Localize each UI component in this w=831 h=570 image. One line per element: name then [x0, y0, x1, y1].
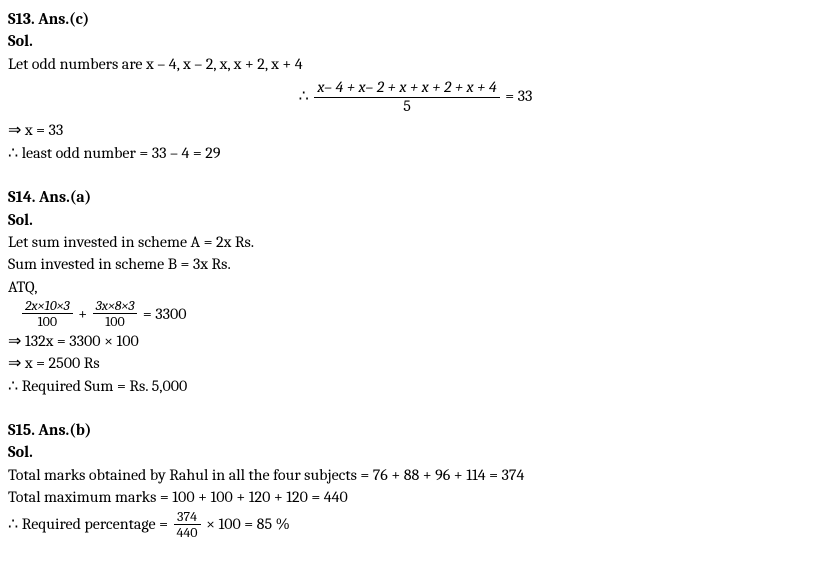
s14-frac1: 2x×10×3 100 [22, 298, 73, 330]
s13-line3: ∴ least odd number = 33 – 4 = 29 [8, 142, 823, 164]
s14-frac1-num: 2x×10×3 [25, 297, 70, 314]
s13-line1: Let odd numbers are x – 4, x – 2, x, x +… [8, 53, 823, 75]
s15-frac-den: 440 [174, 525, 201, 540]
s15-frac: 374 440 [174, 509, 201, 541]
s15-line3-suffix: × 100 = 85 % [206, 513, 290, 535]
s14-frac1-den: 100 [22, 314, 73, 329]
s13-equation: ∴ x– 4 + x– 2 + x + x + 2 + x + 4 5 = 33 [8, 79, 823, 115]
s13-eq-den: 5 [314, 98, 499, 116]
s14-frac2-den: 100 [93, 314, 138, 329]
s14-line6: ∴ Required Sum = Rs. 5,000 [8, 375, 823, 397]
s13-fraction: x– 4 + x– 2 + x + x + 2 + x + 4 5 [314, 79, 499, 115]
s14-frac2: 3x×8×3 100 [93, 298, 138, 330]
s14-sol-label: Sol. [8, 209, 823, 231]
s13-eq-prefix: ∴ [299, 87, 309, 105]
s14-frac2-num: 3x×8×3 [96, 297, 135, 314]
s14-line3: ATQ, [8, 276, 823, 298]
s14-equation: 2x×10×3 100 + 3x×8×3 100 = 3300 [8, 298, 823, 330]
solution-15: S15. Ans.(b) Sol. Total marks obtained b… [8, 419, 823, 540]
s15-header: S15. Ans.(b) [8, 419, 823, 441]
s14-line1: Let sum invested in scheme A = 2x Rs. [8, 231, 823, 253]
s13-sol-label: Sol. [8, 30, 823, 52]
s15-line1: Total marks obtained by Rahul in all the… [8, 464, 823, 486]
s15-line3-prefix: ∴ Required percentage = [8, 513, 168, 535]
solution-14: S14. Ans.(a) Sol. Let sum invested in sc… [8, 186, 823, 397]
s15-line3: ∴ Required percentage = 374 440 × 100 = … [8, 509, 823, 541]
s13-eq-suffix: = 33 [505, 87, 532, 105]
s15-line2: Total maximum marks = 100 + 100 + 120 + … [8, 486, 823, 508]
solution-13: S13. Ans.(c) Sol. Let odd numbers are x … [8, 8, 823, 164]
s14-line5: ⇒ x = 2500 Rs [8, 352, 823, 374]
s15-sol-label: Sol. [8, 441, 823, 463]
s14-line2: Sum invested in scheme B = 3x Rs. [8, 253, 823, 275]
s14-line4: ⇒ 132x = 3300 × 100 [8, 330, 823, 352]
s14-eq-suffix: = 3300 [143, 303, 187, 325]
s13-eq-num: x– 4 + x– 2 + x + x + 2 + x + 4 [317, 78, 496, 96]
s14-header: S14. Ans.(a) [8, 186, 823, 208]
s15-frac-num: 374 [174, 509, 201, 525]
s13-line2: ⇒ x = 33 [8, 119, 823, 141]
s13-header: S13. Ans.(c) [8, 8, 823, 30]
s14-plus: + [78, 303, 87, 325]
